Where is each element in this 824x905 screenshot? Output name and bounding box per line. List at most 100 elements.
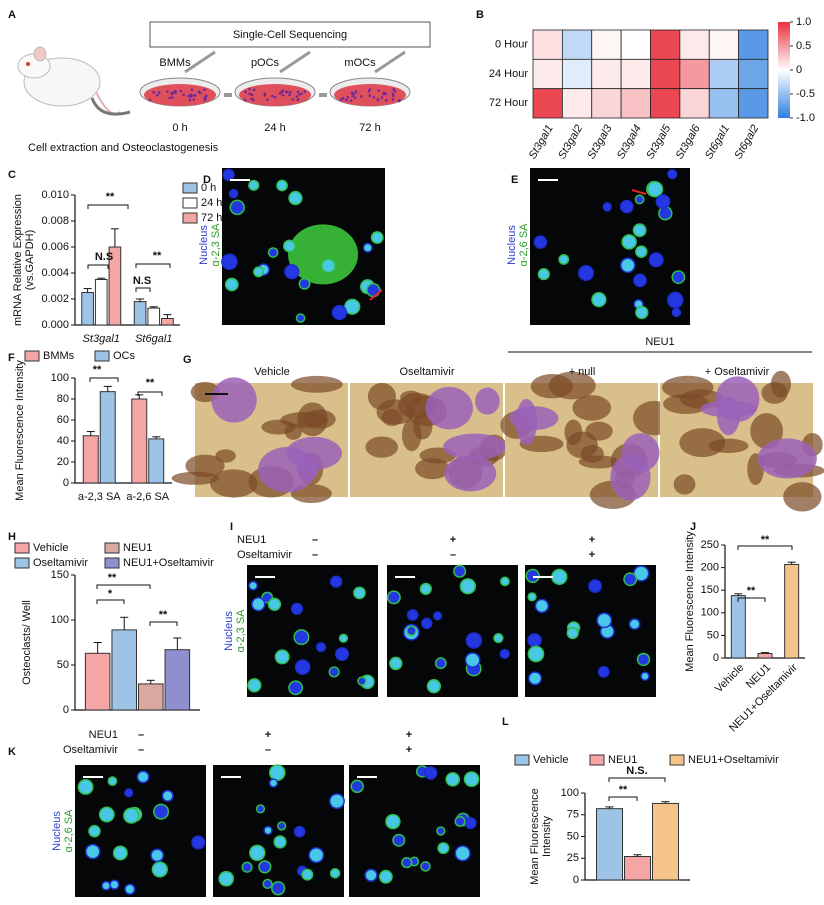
cell-dot — [157, 91, 161, 94]
cell-dot — [194, 94, 197, 97]
cell-dot — [345, 98, 348, 102]
nucleus — [289, 681, 302, 694]
nucleus — [322, 259, 335, 272]
panel-label: K — [8, 746, 16, 758]
nucleus — [86, 845, 100, 858]
osteoclast — [258, 447, 317, 493]
nucleus — [296, 660, 309, 674]
legend-label: OCs — [113, 350, 136, 362]
significance-label: * — [108, 588, 113, 600]
cell-dot — [187, 94, 190, 98]
y-tick-label: 0.004 — [41, 267, 69, 279]
cell-dot — [296, 90, 300, 94]
dish-medium — [144, 84, 216, 106]
nucleus — [242, 863, 252, 872]
nucleus — [336, 648, 348, 660]
cell-dot — [148, 98, 152, 102]
heatmap-cell — [591, 29, 622, 60]
nucleus — [257, 805, 264, 813]
cell-dot — [248, 92, 251, 96]
cell-dot — [354, 90, 358, 93]
osteoclast — [444, 455, 497, 492]
y-tick-label: 0 — [63, 704, 69, 716]
nucleus — [289, 192, 302, 204]
nucleus — [386, 815, 400, 828]
bar — [784, 563, 800, 659]
y-tick-label: 0.006 — [41, 241, 69, 253]
nucleus — [636, 195, 644, 203]
heatmap-cell — [620, 88, 651, 119]
cell-dot — [198, 91, 202, 95]
cell-dot — [368, 94, 372, 97]
heatmap-cell — [532, 58, 563, 90]
cell-dot — [190, 88, 194, 91]
nucleus — [263, 880, 272, 888]
micrograph — [247, 565, 378, 697]
y-tick-label: 200 — [701, 562, 719, 574]
stain-nucleus: Nucleus — [51, 811, 63, 851]
osteoclast — [757, 438, 817, 479]
x-tick-label: a-2,6 SA — [126, 491, 169, 503]
nucleus — [597, 613, 611, 627]
nucleus — [641, 673, 649, 680]
panel-label: A — [8, 9, 16, 21]
cell-dot — [391, 94, 395, 98]
y-tick-label: 0.002 — [41, 293, 69, 305]
nucleus — [388, 591, 400, 603]
nucleus — [351, 781, 363, 792]
cell-dot — [341, 96, 345, 100]
stage-arrow — [374, 50, 406, 74]
nucleus — [657, 195, 669, 208]
matrix-patch — [215, 449, 236, 463]
y-tick-label: 100 — [51, 372, 69, 384]
significance-bracket — [135, 287, 151, 292]
panel-label: L — [502, 716, 509, 728]
nucleus — [230, 190, 237, 198]
nucleus — [331, 577, 341, 587]
nucleus — [153, 862, 167, 877]
nucleus — [219, 872, 233, 886]
group-label: NEU1 — [645, 336, 674, 348]
rat-eye — [26, 62, 30, 66]
cell-dot — [170, 92, 174, 96]
treatment-sign: – — [138, 729, 144, 741]
column-label: St3gal1 — [527, 123, 556, 161]
matrix-patch — [783, 482, 822, 512]
y-tick-label: 0.010 — [41, 189, 69, 201]
legend-swatch — [589, 754, 605, 766]
significance-label: ** — [153, 250, 162, 262]
nucleus — [393, 835, 404, 846]
colorbar-label: 1.0 — [796, 16, 811, 28]
nucleus — [331, 869, 339, 878]
bar — [138, 683, 164, 711]
y-tick-label: 0.000 — [41, 319, 69, 331]
column-label: St3gal3 — [585, 122, 614, 161]
nucleus — [89, 826, 100, 836]
nucleus — [528, 593, 536, 601]
row-label: 0 Hour — [495, 39, 528, 51]
nucleus — [365, 870, 377, 881]
significance-label: ** — [747, 585, 756, 597]
significance-label: N.S — [95, 251, 113, 263]
curve-arrow — [90, 97, 131, 116]
nucleus — [466, 653, 479, 667]
column-label: St3gal4 — [615, 123, 644, 161]
significance-bracket — [608, 777, 666, 782]
significance-label: ** — [619, 784, 628, 796]
bar — [161, 318, 174, 326]
nucleus — [437, 827, 445, 835]
heatmap-cell — [708, 29, 740, 60]
nucleus — [252, 598, 264, 610]
legend-label: Vehicle — [33, 542, 68, 554]
nucleus — [624, 573, 636, 585]
legend-swatch — [182, 212, 198, 224]
stain-nucleus: Nucleus — [223, 611, 235, 651]
nucleus — [568, 628, 578, 638]
panel-label: E — [511, 174, 518, 186]
significance-label: ** — [93, 364, 102, 376]
colorbar — [778, 22, 790, 118]
bar — [81, 292, 94, 326]
y-tick-label: 75 — [567, 809, 579, 821]
nucleus — [465, 818, 476, 828]
time-label: 24 h — [264, 122, 285, 134]
